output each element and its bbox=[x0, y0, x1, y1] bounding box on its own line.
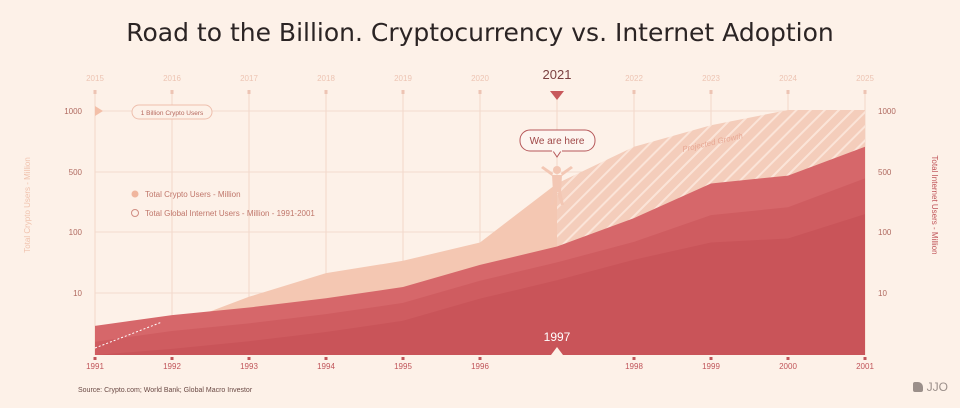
top-axis-marker bbox=[401, 90, 405, 94]
top-axis-marker bbox=[247, 90, 251, 94]
top-axis-marker bbox=[632, 90, 636, 94]
bottom-axis-marker bbox=[401, 357, 405, 360]
top-axis-tick: 2023 bbox=[702, 74, 720, 83]
bottom-axis-tick-highlight: 1997 bbox=[544, 330, 571, 344]
top-axis-tick: 2022 bbox=[625, 74, 643, 83]
top-axis-marker bbox=[324, 90, 328, 94]
bottom-axis-tick: 1993 bbox=[240, 362, 258, 371]
left-axis-title: Total Crypto Users - Million bbox=[23, 157, 32, 253]
bottom-axis-tick: 2001 bbox=[856, 362, 874, 371]
bottom-axis-tick: 1996 bbox=[471, 362, 489, 371]
right-axis-tick: 1000 bbox=[878, 107, 896, 116]
logo-icon bbox=[912, 382, 923, 392]
bottom-axis-tick: 1991 bbox=[86, 362, 104, 371]
right-axis-tick: 10 bbox=[878, 289, 887, 298]
bottom-axis-marker bbox=[786, 357, 790, 360]
source-note: Source: Crypto.com; World Bank; Global M… bbox=[78, 387, 253, 394]
bottom-axis-tick: 1992 bbox=[163, 362, 181, 371]
person-icon bbox=[541, 166, 573, 205]
chart-title: Road to the Billion. Cryptocurrency vs. … bbox=[126, 18, 834, 47]
left-axis-tick: 10 bbox=[73, 289, 82, 298]
top-axis-tick: 2018 bbox=[317, 74, 335, 83]
here-bubble-tail bbox=[552, 150, 562, 158]
brand-logo: JJO bbox=[912, 380, 948, 394]
bottom-axis-marker bbox=[632, 357, 636, 360]
top-axis-marker bbox=[478, 90, 482, 94]
top-axis-tick: 2020 bbox=[471, 74, 489, 83]
right-axis-tick: 100 bbox=[878, 228, 892, 237]
billion-pointer-icon bbox=[95, 106, 103, 116]
bottom-axis-tick: 1995 bbox=[394, 362, 412, 371]
bottom-axis-tick: 1999 bbox=[702, 362, 720, 371]
top-axis-marker bbox=[786, 90, 790, 94]
billion-label: 1 Billion Crypto Users bbox=[141, 110, 204, 117]
top-axis-marker bbox=[709, 90, 713, 94]
bottom-axis-marker bbox=[93, 357, 97, 360]
bottom-axis-marker bbox=[709, 357, 713, 360]
bottom-axis-tick: 2000 bbox=[779, 362, 797, 371]
top-axis-marker bbox=[93, 90, 97, 94]
top-axis-tick: 2021 bbox=[543, 67, 572, 82]
legend-crypto-icon bbox=[131, 190, 139, 198]
left-axis-tick: 1000 bbox=[64, 107, 82, 116]
top-axis-tick: 2019 bbox=[394, 74, 412, 83]
top-axis-tick: 2017 bbox=[240, 74, 258, 83]
past-year-marker bbox=[551, 347, 563, 355]
bottom-axis-marker bbox=[247, 357, 251, 360]
left-axis-tick: 500 bbox=[69, 168, 83, 177]
left-axis-tick: 100 bbox=[69, 228, 83, 237]
top-axis-tick: 2015 bbox=[86, 74, 104, 83]
top-axis-marker bbox=[170, 90, 174, 94]
logo-text: JJO bbox=[926, 380, 948, 394]
top-axis-tick: 2025 bbox=[856, 74, 874, 83]
internet-area-core bbox=[95, 214, 865, 355]
bottom-axis-marker bbox=[478, 357, 482, 360]
top-axis-tick: 2016 bbox=[163, 74, 181, 83]
bottom-axis-tick: 1994 bbox=[317, 362, 335, 371]
bottom-axis-marker bbox=[863, 357, 867, 360]
bottom-axis-marker bbox=[324, 357, 328, 360]
right-axis-tick: 500 bbox=[878, 168, 892, 177]
right-axis-title: Total Internet Users - Million bbox=[930, 155, 939, 254]
legend-internet-icon bbox=[131, 209, 139, 217]
legend-crypto-label: Total Crypto Users - Million bbox=[145, 190, 241, 199]
bottom-axis-marker bbox=[170, 357, 174, 360]
billion-pill bbox=[131, 104, 213, 120]
top-axis-tick: 2024 bbox=[779, 74, 797, 83]
current-year-marker bbox=[550, 91, 564, 100]
here-label: We are here bbox=[530, 136, 585, 147]
legend-internet-label: Total Global Internet Users - Million - … bbox=[145, 209, 315, 218]
top-axis-marker bbox=[863, 90, 867, 94]
bottom-axis-tick: 1998 bbox=[625, 362, 643, 371]
